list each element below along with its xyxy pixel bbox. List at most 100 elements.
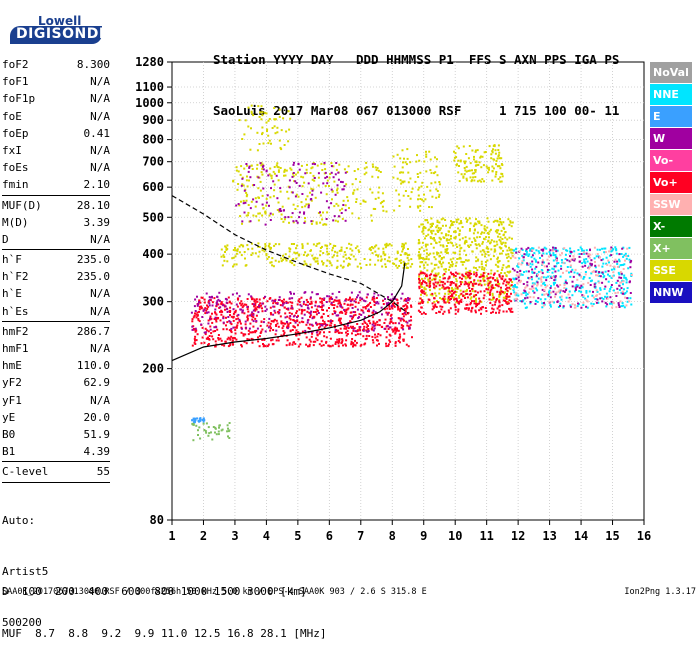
echo-point	[597, 272, 600, 275]
echo-point	[390, 306, 393, 309]
echo-point	[553, 248, 556, 251]
echo-point	[428, 274, 431, 277]
echo-point	[376, 323, 379, 326]
echo-point	[371, 175, 374, 178]
echo-point	[440, 280, 443, 283]
echo-point	[509, 257, 512, 260]
echo-point	[246, 244, 249, 247]
echo-point	[559, 254, 562, 257]
echo-point	[192, 422, 195, 425]
echo-point	[415, 160, 418, 163]
echo-point	[359, 202, 362, 205]
echo-point	[287, 308, 290, 311]
echo-point	[272, 319, 275, 322]
echo-point	[549, 252, 552, 255]
echo-point	[622, 268, 625, 270]
echo-point	[396, 250, 399, 253]
echo-point	[439, 227, 442, 230]
echo-point	[460, 260, 463, 263]
echo-point	[277, 179, 280, 182]
echo-point	[616, 265, 619, 268]
echo-point	[276, 165, 279, 168]
echo-point	[229, 344, 232, 347]
echo-point	[562, 305, 565, 308]
echo-point	[500, 180, 503, 183]
echo-point	[628, 300, 631, 303]
echo-point	[450, 293, 453, 296]
echo-point	[362, 328, 365, 331]
echo-point	[370, 328, 373, 330]
echo-point	[344, 310, 346, 313]
echo-point	[277, 325, 280, 328]
echo-point	[486, 250, 489, 253]
echo-point	[387, 328, 390, 330]
echo-point	[270, 313, 273, 316]
echo-point	[506, 295, 508, 298]
echo-point	[479, 300, 482, 303]
echo-point	[332, 165, 335, 168]
echo-point	[450, 273, 453, 276]
echo-point	[532, 290, 535, 293]
echo-point	[425, 275, 427, 277]
echo-point	[465, 307, 468, 310]
echo-point	[277, 339, 280, 342]
echo-point	[262, 187, 265, 190]
echo-point	[236, 249, 239, 252]
echo-point	[321, 297, 324, 300]
echo-point	[489, 276, 492, 279]
echo-point	[397, 193, 400, 196]
echo-point	[339, 302, 342, 305]
y-tick-label: 80	[150, 513, 164, 527]
echo-point	[424, 313, 427, 315]
echo-point	[514, 292, 517, 295]
echo-point	[315, 260, 317, 263]
echo-point	[500, 272, 503, 274]
echo-point	[330, 162, 333, 165]
echo-point	[449, 241, 452, 244]
echo-point	[426, 252, 428, 255]
echo-point	[421, 181, 424, 184]
echo-point	[574, 288, 577, 291]
echo-point	[425, 153, 428, 156]
echo-point	[215, 433, 218, 436]
echo-point	[595, 294, 598, 297]
echo-point	[220, 313, 223, 316]
echo-point	[555, 250, 558, 253]
echo-point	[500, 157, 503, 160]
echo-point	[252, 325, 255, 328]
echo-point	[345, 257, 348, 260]
echo-point	[370, 246, 373, 248]
echo-point	[374, 333, 376, 336]
echo-point	[551, 300, 554, 303]
echo-point	[199, 437, 202, 440]
echo-point	[218, 291, 221, 294]
echo-point	[222, 315, 225, 318]
echo-point	[483, 225, 486, 228]
echo-point	[424, 277, 427, 280]
echo-point	[422, 264, 425, 267]
echo-point	[502, 296, 505, 299]
echo-point	[320, 191, 323, 194]
echo-point	[342, 188, 345, 191]
echo-point	[481, 241, 484, 244]
echo-point	[250, 254, 253, 256]
echo-point	[542, 282, 545, 285]
echo-point	[257, 311, 260, 314]
echo-point	[261, 194, 264, 197]
echo-point	[384, 265, 387, 268]
echo-point	[340, 246, 343, 249]
echo-point	[507, 302, 510, 305]
echo-point	[480, 308, 483, 311]
echo-point	[356, 265, 359, 268]
echo-points	[190, 104, 633, 442]
echo-point	[602, 298, 605, 300]
echo-point	[354, 311, 357, 314]
echo-point	[284, 322, 286, 325]
echo-point	[254, 309, 257, 312]
echo-point	[455, 221, 458, 224]
echo-point	[400, 259, 403, 262]
echo-point	[261, 167, 264, 170]
echo-point	[193, 305, 196, 308]
echo-point	[200, 342, 203, 345]
echo-point	[192, 423, 195, 426]
